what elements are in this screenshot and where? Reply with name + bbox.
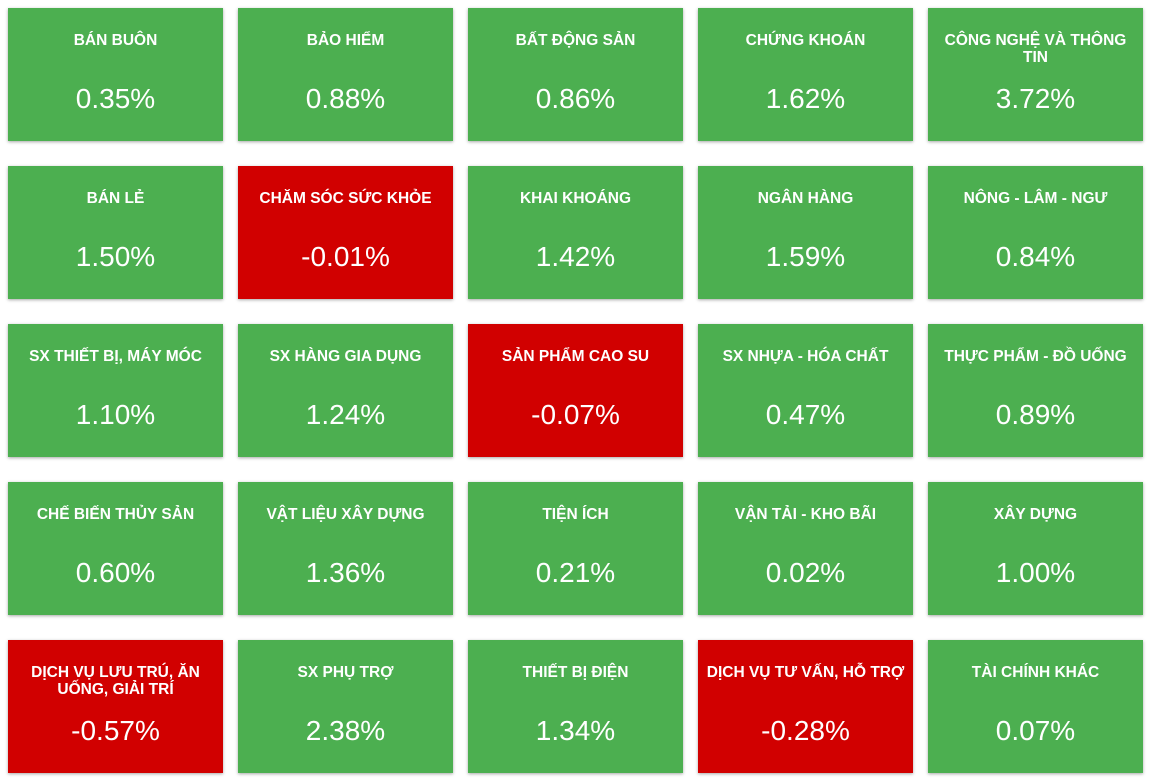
sector-heatmap-grid: BÁN BUÔN 0.35% BẢO HIỂM 0.88% BẤT ĐỘNG SẢN 0.… bbox=[8, 8, 1143, 773]
sector-tile[interactable]: SẢN PHẨM CAO SU -0.07% bbox=[468, 324, 683, 457]
sector-tile[interactable]: KHAI KHOÁNG 1.42% bbox=[468, 166, 683, 299]
sector-tile[interactable]: VẬN TẢI - KHO BÃI 0.02% bbox=[698, 482, 913, 615]
sector-change-value: 1.62% bbox=[765, 83, 846, 114]
sector-change-value: 1.24% bbox=[305, 399, 386, 430]
sector-tile[interactable]: BÁN BUÔN 0.35% bbox=[8, 8, 223, 141]
sector-change-value: 0.21% bbox=[535, 557, 616, 588]
sector-name: KHAI KHOÁNG bbox=[519, 190, 632, 207]
sector-tile[interactable]: BẤT ĐỘNG SẢN 0.86% bbox=[468, 8, 683, 141]
sector-tile[interactable]: SX HÀNG GIA DỤNG 1.24% bbox=[238, 324, 453, 457]
sector-name: BẤT ĐỘNG SẢN bbox=[515, 32, 636, 49]
sector-name: SX THIẾT BỊ, MÁY MÓC bbox=[29, 348, 202, 365]
sector-change-value: 0.07% bbox=[995, 715, 1076, 746]
sector-tile[interactable]: CHẾ BIẾN THỦY SẢN 0.60% bbox=[8, 482, 223, 615]
sector-name: SX PHỤ TRỢ bbox=[297, 664, 394, 681]
sector-name: CHĂM SÓC SỨC KHỎE bbox=[259, 190, 432, 207]
sector-change-value: 3.72% bbox=[995, 83, 1076, 114]
sector-tile[interactable]: TIỆN ÍCH 0.21% bbox=[468, 482, 683, 615]
sector-change-value: 1.34% bbox=[535, 715, 616, 746]
sector-name: TÀI CHÍNH KHÁC bbox=[971, 664, 1100, 681]
sector-change-value: 0.89% bbox=[995, 399, 1076, 430]
sector-tile[interactable]: NGÂN HÀNG 1.59% bbox=[698, 166, 913, 299]
sector-tile[interactable]: CÔNG NGHỆ VÀ THÔNG TIN 3.72% bbox=[928, 8, 1143, 141]
sector-name: SX NHỰA - HÓA CHẤT bbox=[722, 348, 889, 365]
sector-name: NÔNG - LÂM - NGƯ bbox=[963, 190, 1108, 207]
sector-tile[interactable]: CHỨNG KHOÁN 1.62% bbox=[698, 8, 913, 141]
sector-change-value: -0.57% bbox=[71, 715, 160, 746]
sector-name: DỊCH VỤ TƯ VẤN, HỖ TRỢ bbox=[706, 664, 905, 681]
sector-name: SX HÀNG GIA DỤNG bbox=[269, 348, 422, 365]
sector-name: BÁN BUÔN bbox=[73, 32, 158, 49]
sector-change-value: 1.59% bbox=[765, 241, 846, 272]
sector-name: CHẾ BIẾN THỦY SẢN bbox=[36, 506, 195, 523]
sector-change-value: 0.84% bbox=[995, 241, 1076, 272]
sector-change-value: -0.07% bbox=[531, 399, 620, 430]
sector-name: DỊCH VỤ LƯU TRÚ, ĂN UỐNG, GIẢI TRÍ bbox=[31, 664, 200, 698]
sector-tile[interactable]: DỊCH VỤ LƯU TRÚ, ĂN UỐNG, GIẢI TRÍ -0.57% bbox=[8, 640, 223, 773]
sector-tile[interactable]: SX PHỤ TRỢ 2.38% bbox=[238, 640, 453, 773]
sector-name: BÁN LẺ bbox=[86, 190, 145, 207]
sector-change-value: 0.02% bbox=[765, 557, 846, 588]
sector-name: VẬT LIỆU XÂY DỰNG bbox=[266, 506, 425, 523]
sector-change-value: 1.00% bbox=[995, 557, 1076, 588]
sector-tile[interactable]: NÔNG - LÂM - NGƯ 0.84% bbox=[928, 166, 1143, 299]
sector-tile[interactable]: SX THIẾT BỊ, MÁY MÓC 1.10% bbox=[8, 324, 223, 457]
sector-name: CHỨNG KHOÁN bbox=[745, 32, 866, 49]
sector-tile[interactable]: SX NHỰA - HÓA CHẤT 0.47% bbox=[698, 324, 913, 457]
sector-tile[interactable]: TÀI CHÍNH KHÁC 0.07% bbox=[928, 640, 1143, 773]
sector-name: SẢN PHẨM CAO SU bbox=[501, 348, 650, 365]
sector-name: THỰC PHẨM - ĐỒ UỐNG bbox=[944, 348, 1127, 365]
sector-name: TIỆN ÍCH bbox=[542, 506, 609, 523]
sector-change-value: 0.35% bbox=[75, 83, 156, 114]
sector-name: CÔNG NGHỆ VÀ THÔNG TIN bbox=[944, 32, 1127, 66]
sector-tile[interactable]: VẬT LIỆU XÂY DỰNG 1.36% bbox=[238, 482, 453, 615]
sector-name: XÂY DỰNG bbox=[993, 506, 1078, 523]
sector-change-value: 0.88% bbox=[305, 83, 386, 114]
sector-change-value: 1.36% bbox=[305, 557, 386, 588]
sector-tile[interactable]: BÁN LẺ 1.50% bbox=[8, 166, 223, 299]
sector-change-value: 0.86% bbox=[535, 83, 616, 114]
sector-tile[interactable]: BẢO HIỂM 0.88% bbox=[238, 8, 453, 141]
sector-tile[interactable]: DỊCH VỤ TƯ VẤN, HỖ TRỢ -0.28% bbox=[698, 640, 913, 773]
sector-name: BẢO HIỂM bbox=[306, 32, 385, 49]
sector-change-value: 1.50% bbox=[75, 241, 156, 272]
sector-change-value: 1.42% bbox=[535, 241, 616, 272]
sector-change-value: 0.47% bbox=[765, 399, 846, 430]
sector-change-value: 2.38% bbox=[305, 715, 386, 746]
sector-change-value: 1.10% bbox=[75, 399, 156, 430]
sector-tile[interactable]: THỰC PHẨM - ĐỒ UỐNG 0.89% bbox=[928, 324, 1143, 457]
sector-change-value: -0.01% bbox=[301, 241, 390, 272]
sector-name: NGÂN HÀNG bbox=[757, 190, 854, 207]
sector-tile[interactable]: THIẾT BỊ ĐIỆN 1.34% bbox=[468, 640, 683, 773]
sector-name: THIẾT BỊ ĐIỆN bbox=[522, 664, 629, 681]
sector-change-value: -0.28% bbox=[761, 715, 850, 746]
sector-name: VẬN TẢI - KHO BÃI bbox=[734, 506, 877, 523]
sector-tile[interactable]: XÂY DỰNG 1.00% bbox=[928, 482, 1143, 615]
sector-tile[interactable]: CHĂM SÓC SỨC KHỎE -0.01% bbox=[238, 166, 453, 299]
sector-change-value: 0.60% bbox=[75, 557, 156, 588]
